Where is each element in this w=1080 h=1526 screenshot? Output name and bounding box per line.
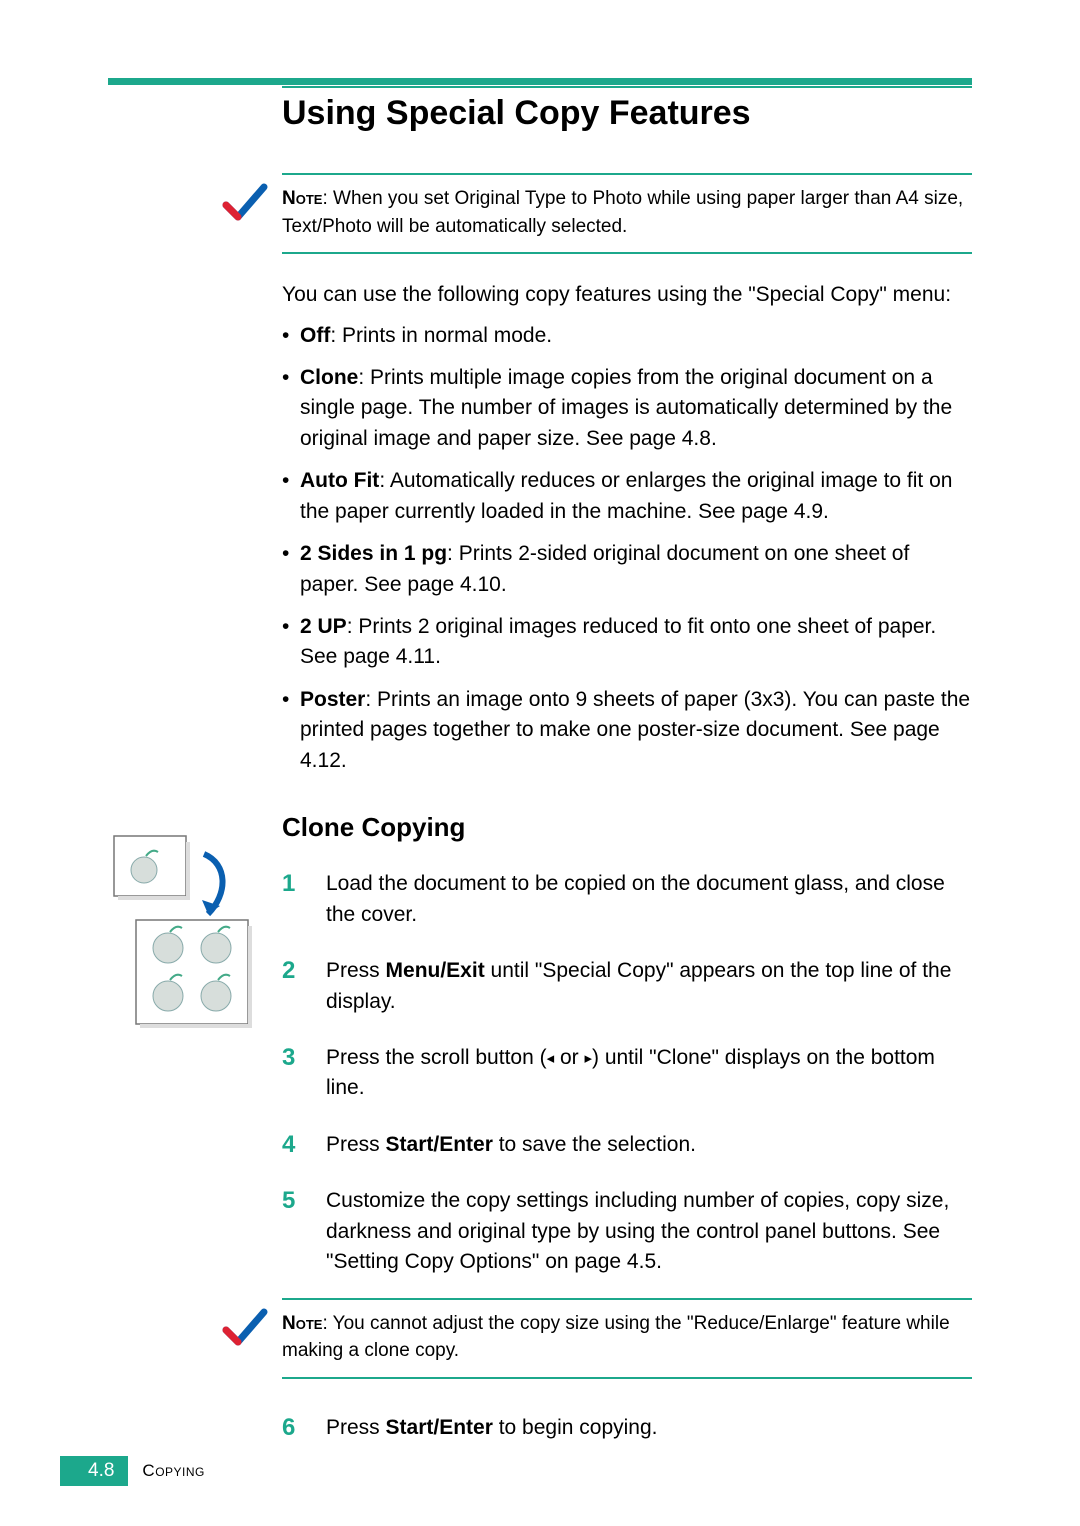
step-2: 2Press Menu/Exit until "Special Copy" ap… [282, 956, 972, 1017]
step-1: 1 Load the document to be copied on the d… [282, 869, 972, 930]
step-5-text: Customize the copy settings including nu… [326, 1189, 949, 1273]
clone-illustration [108, 834, 258, 1039]
note-label-2: Note [282, 1313, 322, 1334]
step-6: 6 Press Start/Enter to begin copying. [282, 1413, 972, 1443]
page-title: Using Special Copy Features [282, 94, 972, 133]
step-num-2: 2 [282, 954, 295, 989]
note-1-body: : When you set Original Type to Photo wh… [282, 188, 963, 237]
feature-autofit: Auto Fit: Automatically reduces or enlar… [282, 466, 972, 527]
feature-2up-name: 2 UP [300, 615, 347, 638]
arrow-right-icon: ▸ [584, 1050, 592, 1067]
feature-poster-name: Poster [300, 688, 365, 711]
feature-off-text: : Prints in normal mode. [330, 324, 552, 347]
step-2-bold: Menu/Exit [386, 959, 485, 982]
step-6-post: to begin copying. [493, 1416, 658, 1439]
page-container: Using Special Copy Features Note: When y… [0, 0, 1080, 1526]
step-5: 5 Customize the copy settings including n… [282, 1186, 972, 1277]
step-3: 3Press the scroll button (◂ or ▸) until … [282, 1043, 972, 1104]
note-2-body: : You cannot adjust the copy size using … [282, 1313, 950, 1362]
arrow-or: or [554, 1046, 584, 1069]
step-num-5: 5 [282, 1184, 295, 1219]
step-2-pre: Press [326, 959, 386, 982]
step-num-3: 3 [282, 1041, 295, 1076]
step-num-1: 1 [282, 867, 295, 902]
feature-poster-text: : Prints an image onto 9 sheets of paper… [300, 688, 970, 772]
note-label-1: Note [282, 188, 322, 209]
step-6-pre: Press [326, 1416, 386, 1439]
step-4: 4 Press Start/Enter to save the selection… [282, 1130, 972, 1160]
feature-2sides: 2 Sides in 1 pg: Prints 2-sided original… [282, 539, 972, 600]
feature-clone: Clone: Prints multiple image copies from… [282, 363, 972, 454]
feature-2up-text: : Prints 2 original images reduced to fi… [300, 615, 936, 668]
feature-autofit-name: Auto Fit [300, 469, 379, 492]
step-4-pre: Press [326, 1133, 386, 1156]
feature-poster: Poster: Prints an image onto 9 sheets of… [282, 685, 972, 776]
feature-list: Off: Prints in normal mode. Clone: Print… [282, 321, 972, 777]
step-4-bold: Start/Enter [386, 1133, 493, 1156]
feature-off: Off: Prints in normal mode. [282, 321, 972, 351]
feature-clone-name: Clone [300, 366, 358, 389]
header-accent-bar [108, 78, 972, 85]
step-3-pre: Press the scroll button ( [326, 1046, 547, 1069]
note-2-text: Note: You cannot adjust the copy size us… [282, 1313, 950, 1362]
step-num-4: 4 [282, 1128, 295, 1163]
intro-paragraph: You can use the following copy features … [282, 280, 972, 310]
checkmark-note-icon-2 [218, 1302, 272, 1361]
step-6-bold: Start/Enter [386, 1416, 493, 1439]
page-number-badge: 4.8 [60, 1456, 128, 1486]
feature-2up: 2 UP: Prints 2 original images reduced t… [282, 612, 972, 673]
footer: 4.8 Copying [60, 1456, 205, 1486]
arrow-left-icon: ◂ [547, 1050, 555, 1067]
section-clone-title: Clone Copying [282, 812, 972, 843]
feature-clone-text: : Prints multiple image copies from the … [300, 366, 952, 450]
steps-list-contd: 6 Press Start/Enter to begin copying. [282, 1413, 972, 1443]
step-1-text: Load the document to be copied on the do… [326, 872, 945, 925]
step-num-6: 6 [282, 1411, 295, 1446]
feature-off-name: Off [300, 324, 330, 347]
note-1-text: Note: When you set Original Type to Phot… [282, 188, 963, 237]
checkmark-note-icon [218, 177, 272, 236]
steps-list: 1 Load the document to be copied on the d… [282, 869, 972, 1277]
footer-section-label: Copying [142, 1461, 204, 1481]
content-column: Using Special Copy Features Note: When y… [282, 88, 972, 1469]
feature-autofit-text: : Automatically reduces or enlarges the … [300, 469, 952, 522]
step-4-post: to save the selection. [493, 1133, 696, 1156]
note-box-2: Note: You cannot adjust the copy size us… [282, 1298, 972, 1379]
note-box-1: Note: When you set Original Type to Phot… [282, 173, 972, 254]
feature-2sides-name: 2 Sides in 1 pg [300, 542, 447, 565]
